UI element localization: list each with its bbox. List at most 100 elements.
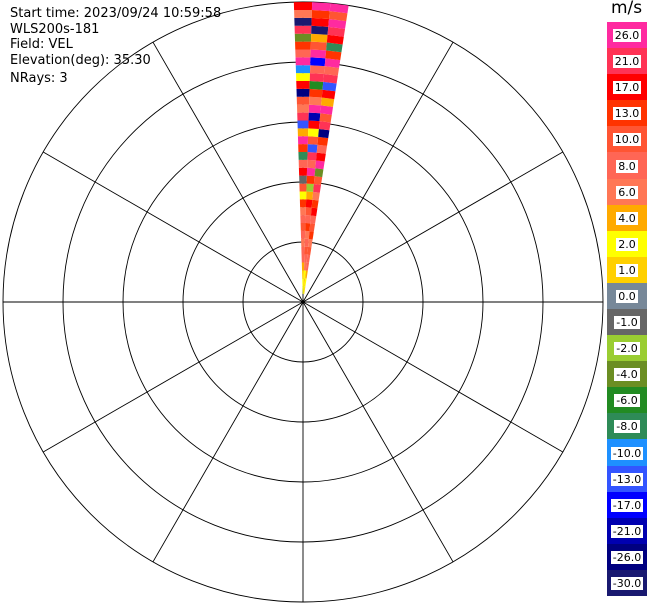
azimuth-spoke-30 (302, 41, 454, 303)
ray-gate (299, 183, 307, 192)
ray-gate (310, 57, 326, 67)
ray-gate (304, 238, 309, 247)
azimuth-spoke-150 (302, 301, 454, 563)
azimuth-spoke-120 (302, 301, 564, 453)
ray-gate (299, 191, 307, 200)
ray-gate (303, 286, 306, 295)
ray-gate (305, 262, 310, 271)
ray-gate (316, 144, 328, 154)
colorbar-tick-label: 17.0 (612, 81, 642, 95)
ray-gate (295, 57, 311, 66)
ray-gate (323, 73, 338, 84)
ray-gate (313, 176, 323, 185)
ray-gate (307, 246, 312, 256)
ray-gate (306, 175, 315, 185)
ray-gate (299, 199, 307, 208)
colorbar-tick-label: 26.0 (612, 29, 642, 43)
colorbar-tick-label: 0.0 (616, 289, 638, 303)
ray-gate (310, 215, 317, 224)
ray-gate (303, 262, 307, 271)
ray-gate (308, 104, 322, 114)
colorbar-tick-label: -26.0 (610, 550, 644, 564)
ray-gate (304, 246, 309, 255)
ray-gate (310, 49, 327, 59)
ray-gate (297, 120, 309, 129)
ray-gate (326, 42, 343, 53)
ray-gate (304, 278, 307, 287)
ray-gate (318, 121, 331, 131)
ray-gate (305, 215, 311, 224)
ray-gate (322, 81, 337, 92)
ray-gate (317, 136, 329, 146)
ray-gate (302, 278, 304, 287)
field-label: Field: VEL (10, 37, 73, 52)
ray-gate (300, 207, 306, 216)
ray-gate (295, 65, 311, 74)
ray-gate (305, 199, 313, 208)
ray-gate (321, 97, 335, 107)
colorbar-tick-label: 2.0 (616, 237, 638, 251)
ray-gate (316, 152, 326, 162)
ray-gate (301, 262, 305, 271)
ray-gate (296, 96, 310, 105)
ray-gate (306, 254, 311, 263)
colorbar-tick-label: 13.0 (612, 107, 642, 121)
ray-gate (300, 230, 306, 239)
ray-gate (297, 136, 309, 145)
ray-gate (296, 104, 310, 113)
ray-gate (308, 239, 313, 248)
ray-gate (296, 88, 310, 97)
ray-gate (294, 25, 312, 34)
colorbar-tick-label: 1.0 (616, 263, 638, 277)
ray-gate (309, 88, 323, 98)
ray-gate (297, 112, 309, 121)
ray-gate (294, 10, 312, 18)
azimuth-spoke-210 (152, 301, 304, 563)
colorbar-units: m/s (611, 0, 643, 18)
ray-gate (301, 246, 305, 255)
ray-gate (324, 58, 341, 68)
ray-gate (329, 3, 349, 14)
colorbar-tick-label: 10.0 (612, 133, 642, 147)
ray-gate (329, 11, 348, 22)
colorbar-tick-label: -21.0 (610, 524, 644, 538)
ray-gate (309, 73, 324, 82)
ray-gate (307, 159, 317, 169)
ray-gate (309, 81, 324, 90)
ray-gate (300, 215, 306, 224)
colorbar-tick-label: 21.0 (612, 55, 642, 69)
ray-gate (328, 18, 347, 29)
ray-gate (308, 231, 314, 240)
ray-gate (298, 144, 308, 153)
azimuth-spokes (3, 2, 603, 602)
radar-rays (293, 2, 349, 295)
ray-gate (293, 2, 313, 11)
ray-gate (308, 120, 320, 129)
ray-gate (296, 81, 310, 89)
ray-gate (307, 144, 318, 153)
azimuth-spoke-300 (42, 151, 304, 303)
ray-gate (327, 26, 346, 37)
ray-gate (326, 34, 344, 45)
colorbar-tick-label: -4.0 (614, 368, 640, 382)
ray-gate (303, 278, 306, 287)
start-time-label: Start time: 2023/09/24 10:59:58 (10, 6, 222, 21)
ray-gate (295, 49, 311, 58)
ray-gate (299, 175, 307, 184)
ray-gate (309, 65, 325, 74)
ray-gate (305, 207, 312, 216)
ray-gate (308, 128, 319, 137)
ray-gate (310, 33, 328, 43)
azimuth-spoke-240 (42, 301, 304, 453)
ray-gate (305, 270, 308, 279)
ray-gate (304, 230, 310, 240)
ray-gate (303, 286, 305, 295)
ray-gate (311, 17, 330, 27)
ray-gate (314, 168, 324, 178)
colorbar-tick-label: 6.0 (616, 185, 638, 199)
ray-gate (303, 270, 306, 279)
ray-gate (311, 2, 331, 12)
colorbar-tick-label: -10.0 (610, 446, 644, 460)
ray-gate (308, 112, 321, 122)
